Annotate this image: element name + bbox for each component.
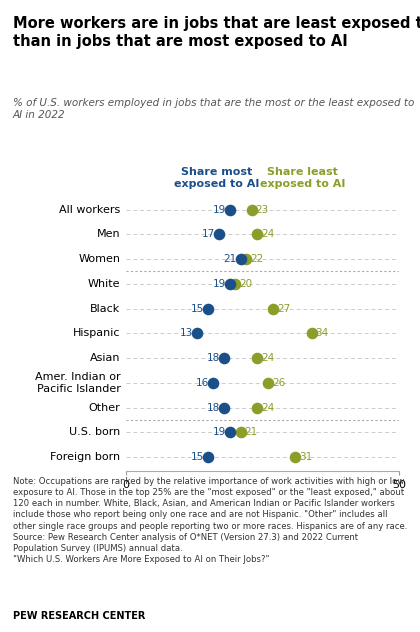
Text: PEW RESEARCH CENTER: PEW RESEARCH CENTER	[13, 611, 145, 621]
Text: 20: 20	[239, 279, 252, 289]
Point	[226, 279, 233, 289]
Text: 23: 23	[255, 205, 269, 214]
Point	[237, 427, 244, 437]
Text: Share least
exposed to AI: Share least exposed to AI	[260, 167, 345, 189]
Text: 19: 19	[213, 279, 226, 289]
Text: More workers are in jobs that are least exposed to AI
than in jobs that are most: More workers are in jobs that are least …	[13, 16, 420, 49]
Point	[194, 329, 200, 339]
Point	[270, 303, 277, 313]
Text: 15: 15	[191, 303, 204, 313]
Point	[292, 452, 299, 462]
Text: 27: 27	[277, 303, 291, 313]
Text: 21: 21	[244, 427, 258, 437]
Point	[221, 353, 228, 363]
Text: 18: 18	[207, 403, 220, 413]
Point	[237, 254, 244, 264]
Point	[254, 229, 260, 240]
Text: 21: 21	[223, 254, 237, 264]
Text: 13: 13	[180, 329, 193, 338]
Point	[254, 353, 260, 363]
Text: 18: 18	[207, 353, 220, 363]
Point	[265, 378, 271, 388]
Text: % of U.S. workers employed in jobs that are the most or the least exposed to
AI : % of U.S. workers employed in jobs that …	[13, 98, 414, 120]
Text: 24: 24	[261, 403, 274, 413]
Point	[308, 329, 315, 339]
Point	[243, 254, 249, 264]
Point	[254, 403, 260, 413]
Text: 24: 24	[261, 229, 274, 240]
Point	[205, 452, 211, 462]
Point	[215, 229, 222, 240]
Point	[205, 303, 211, 313]
Text: 22: 22	[250, 254, 263, 264]
Point	[210, 378, 217, 388]
Text: Note: Occupations are ranked by the relative importance of work activities with : Note: Occupations are ranked by the rela…	[13, 477, 407, 564]
Point	[248, 205, 255, 215]
Point	[226, 205, 233, 215]
Text: 15: 15	[191, 453, 204, 462]
Text: 17: 17	[202, 229, 215, 240]
Text: 19: 19	[213, 427, 226, 437]
Text: 19: 19	[213, 205, 226, 214]
Text: 16: 16	[196, 378, 210, 388]
Text: 24: 24	[261, 353, 274, 363]
Text: 34: 34	[315, 329, 329, 338]
Point	[232, 279, 239, 289]
Text: Share most
exposed to AI: Share most exposed to AI	[173, 167, 259, 189]
Text: 31: 31	[299, 453, 312, 462]
Text: 26: 26	[272, 378, 285, 388]
Point	[226, 427, 233, 437]
Point	[221, 403, 228, 413]
